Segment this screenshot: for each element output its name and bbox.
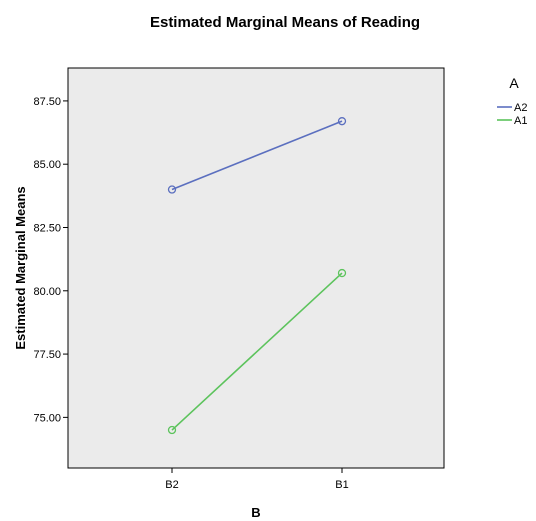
y-tick-label-3: 82.50 [33, 222, 61, 234]
y-tick-label-1: 77.50 [33, 349, 61, 361]
point-a1-b2 [167, 425, 177, 435]
y-tick-label-2: 80.00 [33, 286, 61, 298]
series-layer [167, 117, 347, 435]
legend-label-a1: A1 [514, 115, 527, 127]
x-axis-label: B [251, 505, 260, 520]
y-axis: 75.00 77.50 80.00 82.50 85.00 87.50 [33, 96, 68, 424]
y-axis-label: Estimated Marginal Means [13, 186, 28, 349]
series-line-a2 [171, 120, 343, 191]
legend-title: A [509, 75, 519, 91]
point-a2-b2 [167, 185, 177, 194]
legend-label-a2: A2 [514, 102, 527, 114]
x-tick-label-0: B2 [165, 479, 178, 491]
y-tick-label-4: 85.00 [33, 159, 61, 171]
chart-title: Estimated Marginal Means of Reading [150, 14, 420, 31]
plot-area [67, 67, 445, 469]
x-axis: B2 B1 [165, 468, 349, 491]
point-a1-b1 [337, 268, 347, 278]
y-tick-label-0: 75.00 [33, 412, 61, 424]
point-a2-b1 [337, 117, 347, 126]
x-tick-label-1: B1 [335, 479, 348, 491]
series-line-a1 [171, 272, 343, 431]
y-tick-label-5: 87.50 [33, 96, 61, 108]
